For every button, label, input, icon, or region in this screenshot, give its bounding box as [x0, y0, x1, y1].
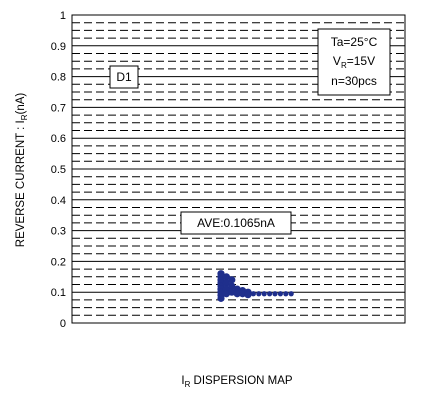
data-point — [256, 291, 262, 297]
y-axis-ticks: 0 0.1 0.2 0.3 0.4 0.5 0.6 0.7 0.8 0.9 1 — [51, 10, 66, 330]
average-label: AVE:0.1065nA — [197, 216, 275, 230]
data-point — [217, 294, 225, 302]
data-point — [267, 291, 273, 297]
data-point — [277, 291, 283, 297]
data-point — [261, 291, 267, 297]
condition-temperature: Ta=25°C — [331, 35, 378, 49]
y-tick-label: 0.7 — [51, 102, 66, 114]
y-tick-label: 0 — [60, 318, 66, 330]
conditions-box: Ta=25°C VR=15V n=30pcs — [317, 28, 391, 96]
y-tick-label: 1 — [60, 10, 66, 22]
device-label-box: D1 — [109, 65, 139, 89]
data-point — [233, 290, 241, 298]
x-axis-label: IR DISPERSION MAP — [181, 375, 293, 389]
y-tick-label: 0.9 — [51, 41, 66, 53]
condition-sample-count: n=30pcs — [331, 74, 377, 88]
data-point — [283, 291, 289, 297]
y-tick-label: 0.5 — [51, 164, 66, 176]
data-points — [217, 270, 294, 302]
data-point — [272, 291, 278, 297]
data-point — [228, 288, 236, 296]
y-tick-label: 0.3 — [51, 226, 66, 238]
plot-frame — [71, 14, 406, 324]
data-point — [250, 291, 256, 297]
data-point — [222, 290, 230, 298]
data-point — [244, 291, 252, 299]
y-tick-label: 0.4 — [51, 195, 66, 207]
data-point — [228, 282, 236, 290]
average-box: AVE:0.1065nA — [180, 211, 292, 235]
y-tick-label: 0.1 — [51, 287, 66, 299]
y-axis-label: REVERSE CURRENT : IR(nA) — [15, 93, 29, 248]
data-point — [222, 279, 230, 287]
data-point — [239, 290, 247, 298]
device-label: D1 — [116, 70, 132, 84]
data-point — [288, 291, 294, 297]
y-tick-label: 0.2 — [51, 256, 66, 268]
condition-voltage: VR=15V — [333, 54, 375, 70]
data-point — [222, 273, 230, 281]
y-tick-label: 0.6 — [51, 133, 66, 145]
y-tick-label: 0.8 — [51, 72, 66, 84]
data-point — [228, 276, 236, 284]
